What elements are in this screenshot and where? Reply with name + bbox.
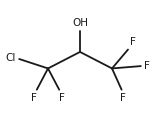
Text: F: F xyxy=(130,37,136,47)
Text: F: F xyxy=(144,61,150,71)
Text: Cl: Cl xyxy=(6,53,16,63)
Text: F: F xyxy=(120,93,126,103)
Text: F: F xyxy=(60,93,65,103)
Text: OH: OH xyxy=(72,18,88,28)
Text: F: F xyxy=(31,93,36,103)
